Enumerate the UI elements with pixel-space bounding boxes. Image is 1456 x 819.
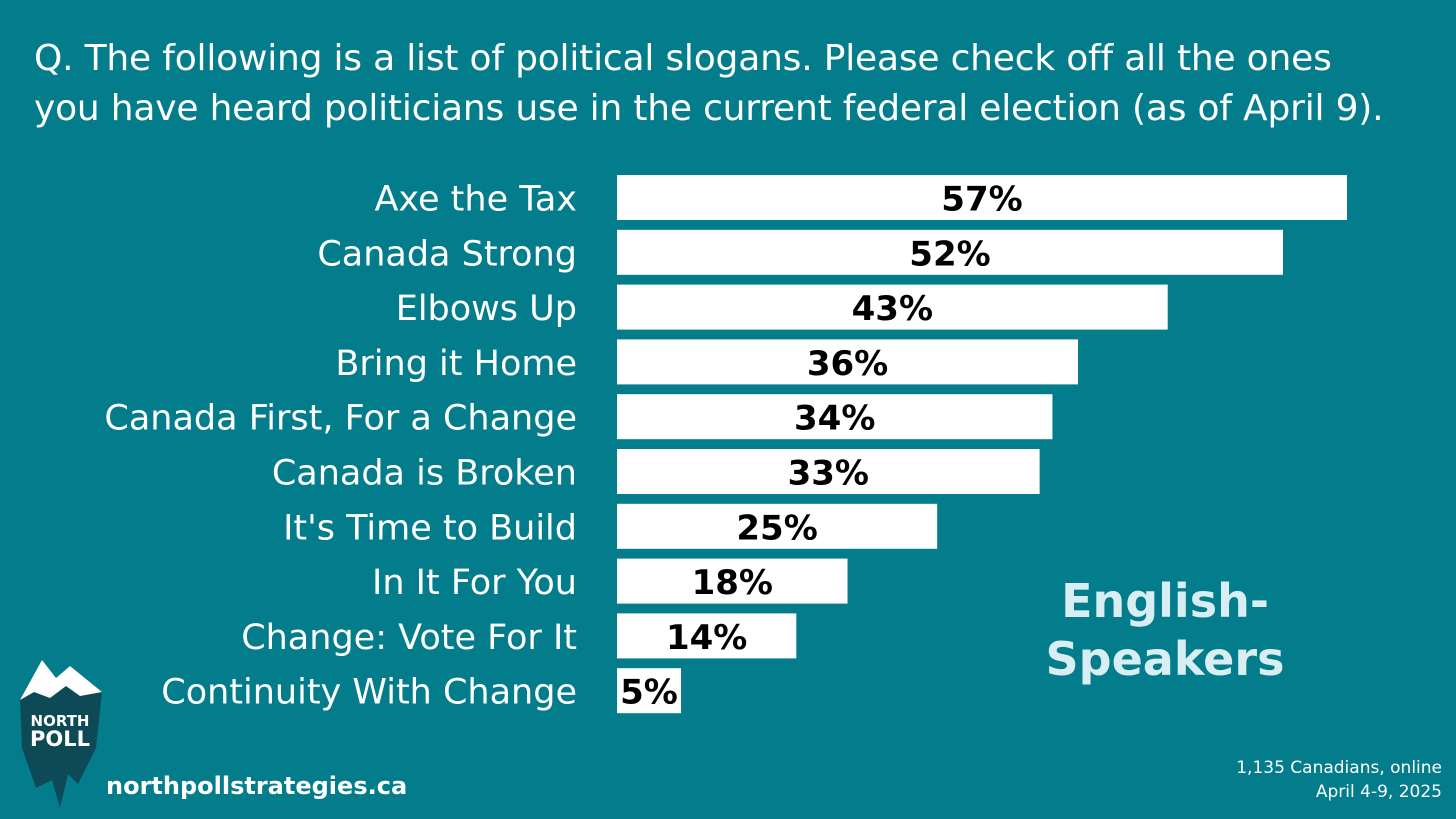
- category-label: Axe the Tax: [374, 180, 577, 220]
- category-label: Continuity With Change: [161, 673, 577, 713]
- category-label: Canada is Broken: [272, 454, 577, 494]
- data-label: 14%: [666, 618, 747, 658]
- bar: [617, 449, 1040, 494]
- bar: [617, 284, 1168, 330]
- sample-text: 1,135 Canadians, online: [1236, 758, 1442, 778]
- bar: [617, 558, 848, 604]
- category-label: In It For You: [372, 563, 577, 603]
- question-title: Q. The following is a list of political …: [34, 34, 1434, 134]
- data-label: 43%: [852, 289, 933, 329]
- date-range-text: April 4-9, 2025: [1315, 782, 1442, 802]
- bar: [617, 339, 1079, 385]
- bar: [617, 668, 682, 714]
- data-label: 5%: [620, 673, 678, 713]
- question-line-1: Q. The following is a list of political …: [34, 38, 1332, 79]
- website-link[interactable]: northpollstrategies.ca: [106, 772, 408, 800]
- audience-label-line-1: English-: [1061, 574, 1269, 628]
- category-label: It's Time to Build: [283, 508, 577, 548]
- data-label: 52%: [909, 234, 990, 274]
- bar: [617, 229, 1283, 275]
- north-poll-logo: NORTH POLL: [20, 660, 102, 808]
- question-line-2: you have heard politicians use in the cu…: [34, 88, 1384, 129]
- category-label: Canada First, For a Change: [104, 399, 577, 439]
- methodology-note: 1,135 Canadians, online April 4-9, 2025: [1236, 756, 1442, 804]
- bar: [617, 175, 1347, 220]
- data-label: 25%: [736, 508, 817, 548]
- logo-text-north: NORTH: [31, 712, 90, 730]
- audience-label-line-2: Speakers: [1045, 632, 1285, 686]
- bar: [617, 613, 797, 659]
- data-label: 36%: [807, 344, 888, 384]
- category-label: Change: Vote For It: [241, 618, 577, 658]
- data-label: 33%: [788, 454, 869, 494]
- data-label: 18%: [692, 563, 773, 603]
- bar: [617, 503, 938, 549]
- category-label: Canada Strong: [317, 234, 577, 274]
- audience-label: English- Speakers: [1040, 572, 1290, 688]
- category-label: Bring it Home: [335, 344, 577, 384]
- logo-text-poll: POLL: [30, 727, 90, 751]
- data-label: 34%: [794, 399, 875, 439]
- category-label: Elbows Up: [396, 289, 577, 329]
- iceberg-icon: [20, 660, 102, 808]
- data-label: 57%: [941, 180, 1022, 220]
- bar: [617, 394, 1053, 440]
